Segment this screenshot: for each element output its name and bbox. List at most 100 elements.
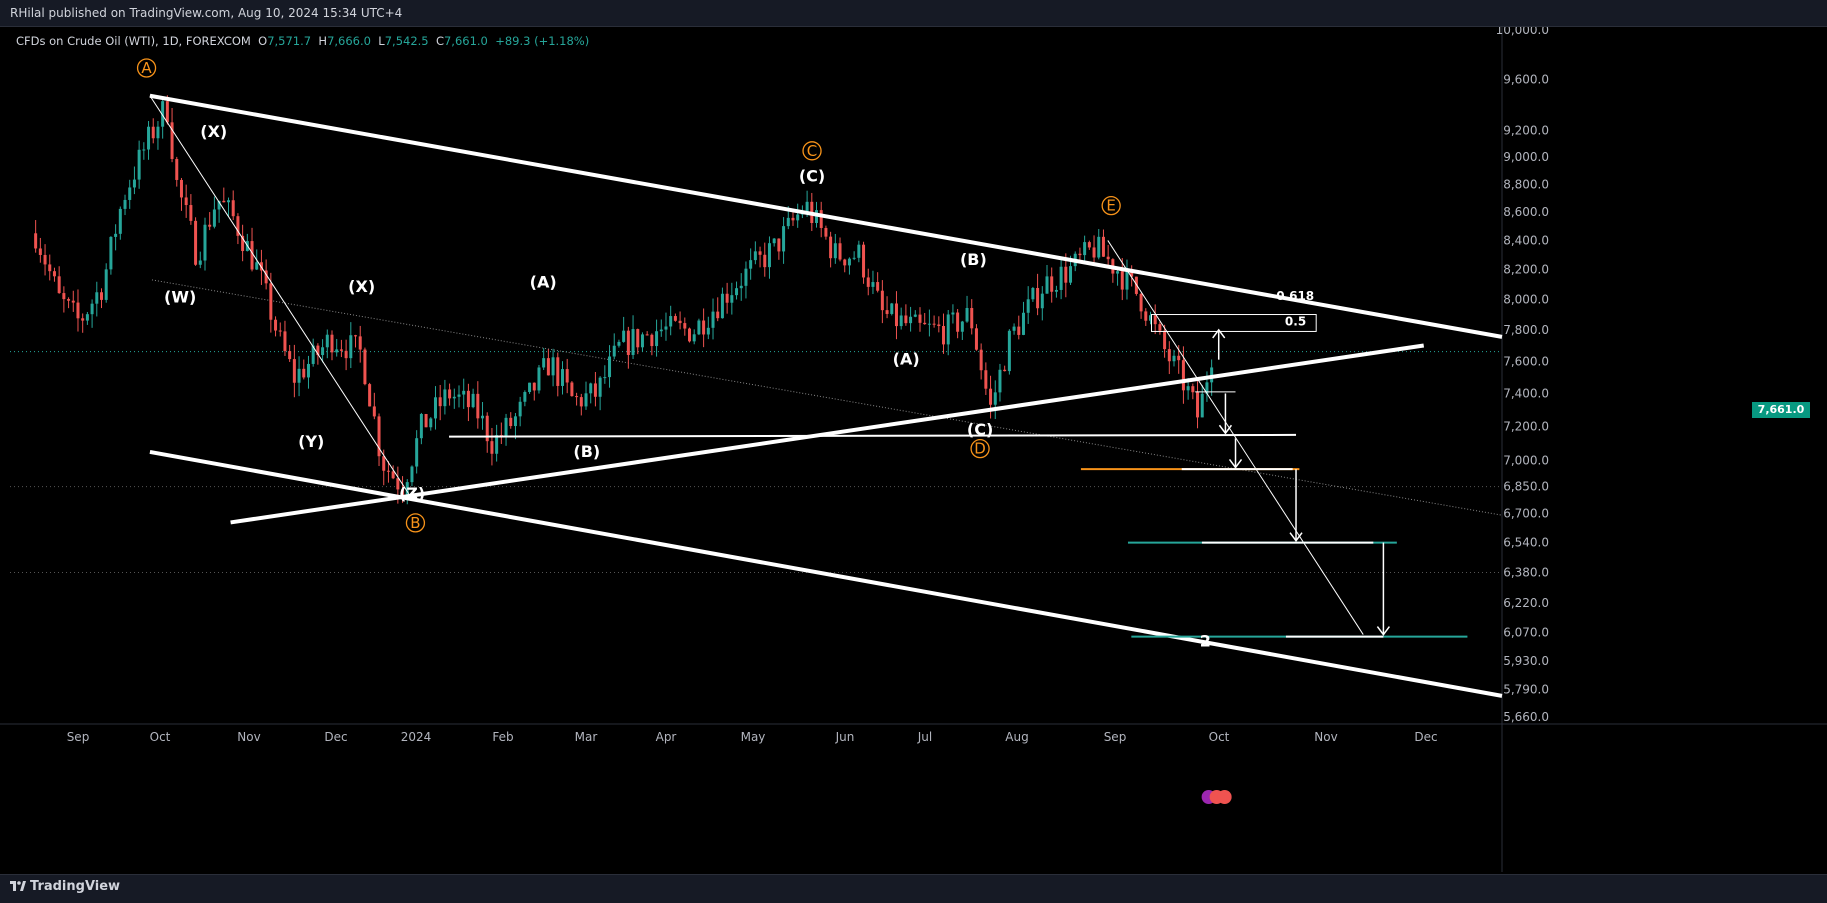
candle-body: [1045, 276, 1049, 294]
wave-label: (Z): [399, 484, 425, 503]
candle-body: [227, 200, 231, 203]
candle-body: [358, 336, 362, 350]
candle-body: [297, 368, 301, 383]
candle-body: [664, 326, 668, 330]
candle-body: [636, 329, 640, 348]
tradingview-logo[interactable]: TradingView: [10, 879, 120, 894]
candle-body: [137, 149, 141, 180]
candle-body: [198, 260, 202, 265]
chart-canvas[interactable]: 10,000.0 9,600.0 9,200.0 9,000.0 8,800.0 8,60…: [0, 27, 1827, 874]
candle-body: [443, 389, 447, 407]
candle-body: [466, 390, 470, 408]
candle-body: [984, 370, 988, 389]
candle-body: [608, 356, 612, 378]
candle-body: [85, 314, 89, 321]
candle-body: [744, 268, 748, 286]
candle-body: [67, 299, 71, 301]
candle-body: [452, 396, 456, 399]
y-tick-label: 9,000.0: [1503, 150, 1549, 164]
candle-body: [495, 435, 499, 454]
candle-body: [1003, 369, 1007, 372]
y-tick-label: 8,200.0: [1503, 263, 1549, 277]
y-tick-label: 9,200.0: [1503, 124, 1549, 138]
candle-body: [471, 393, 475, 408]
candle-body: [278, 330, 282, 332]
candle-body: [1050, 276, 1054, 292]
candle-body: [118, 208, 122, 234]
candle-body: [504, 417, 508, 436]
symbol-name: CFDs on Crude Oil (WTI), 1D, FOREXCOM: [16, 34, 251, 48]
wave-label: (C): [967, 420, 993, 439]
candle-body: [518, 401, 522, 417]
wave-label-circle: [802, 141, 822, 161]
candle-body: [894, 303, 898, 327]
candle-body: [603, 377, 607, 379]
candle-body: [819, 210, 823, 228]
upper-channel-line: [149, 93, 1503, 339]
candle-body: [62, 293, 66, 300]
wave-label: (Y): [298, 432, 324, 451]
candle-body: [38, 248, 42, 255]
candle-body: [631, 329, 635, 355]
y-tick-label: 6,850.0: [1503, 480, 1549, 494]
candle-body: [974, 328, 978, 350]
open-value: 7,571.7: [267, 34, 312, 48]
candle-body: [438, 397, 442, 407]
candle-body: [909, 316, 913, 324]
dotted-trend-line: [151, 279, 1503, 516]
candle-body: [81, 318, 85, 321]
x-tick-label: 2024: [401, 730, 432, 744]
candle-body: [330, 334, 334, 353]
candle-body: [76, 302, 80, 319]
candle-body: [212, 209, 216, 227]
y-tick-label: 6,070.0: [1503, 626, 1549, 640]
candle-body: [396, 478, 400, 490]
y-tick-label: 6,700.0: [1503, 506, 1549, 520]
candle-body: [767, 243, 771, 268]
candle-body: [782, 226, 786, 252]
y-tick-label: 7,200.0: [1503, 420, 1549, 434]
candle-body: [335, 349, 339, 353]
wave-label: 2: [1200, 632, 1211, 651]
wave-label-circle: [1101, 195, 1121, 216]
candle-body: [217, 200, 221, 210]
candle-body: [419, 413, 423, 439]
candle-body: [758, 251, 762, 255]
candle-body: [321, 347, 325, 356]
y-tick-label: 8,000.0: [1503, 292, 1549, 306]
candle-body: [165, 101, 169, 123]
candle-body: [1069, 266, 1073, 283]
fib-level-0618: 0.618: [1276, 289, 1314, 303]
candle-body: [772, 238, 776, 244]
candle-body: [147, 126, 151, 150]
candle-body: [640, 334, 644, 348]
candle-body: [791, 217, 795, 221]
x-tick-label: Jun: [835, 730, 855, 744]
candle-body: [269, 283, 273, 320]
wave-label-circle: [405, 513, 426, 533]
candle-body: [405, 482, 409, 496]
x-tick-label: Dec: [1414, 730, 1437, 744]
candle-body: [753, 251, 757, 261]
candle-body: [99, 292, 103, 300]
candle-body: [749, 260, 753, 269]
candle-body: [876, 282, 880, 291]
y-tick-label: 5,790.0: [1503, 683, 1549, 697]
candle-body: [702, 320, 706, 335]
y-tick-label: 8,800.0: [1503, 177, 1549, 191]
candle-body: [481, 415, 485, 419]
fib-box: [1150, 314, 1317, 332]
candle-body: [1167, 349, 1171, 362]
y-tick-label: 7,800.0: [1503, 323, 1549, 337]
x-tick-label: Nov: [237, 730, 260, 744]
candle-body: [829, 236, 833, 259]
candle-body: [570, 382, 574, 397]
candle-body: [1191, 386, 1195, 393]
candle-body: [462, 390, 466, 395]
candle-body: [1148, 315, 1152, 321]
candle-body: [706, 327, 710, 335]
candle-body: [942, 325, 946, 345]
candle-body: [1181, 360, 1185, 391]
x-tick-label: May: [741, 730, 766, 744]
x-tick-label: Aug: [1005, 730, 1028, 744]
